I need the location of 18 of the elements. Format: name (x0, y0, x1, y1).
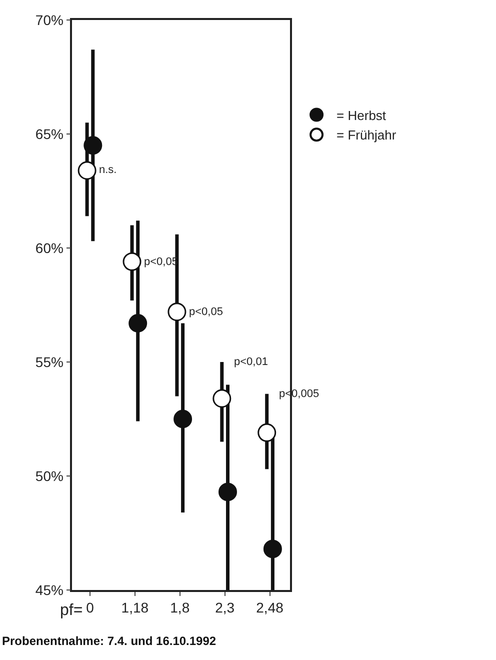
y-tick-label: 45% (35, 582, 64, 598)
x-tick-label: 1,18 (121, 600, 149, 616)
y-tick-label: 50% (35, 468, 64, 484)
legend-label: = Herbst (336, 108, 386, 123)
annotation: p<0,05 (189, 306, 223, 318)
annotation: p<0,01 (234, 356, 268, 368)
annotation: n.s. (99, 164, 117, 176)
x-axis-title: pf= (60, 602, 83, 619)
x-tick-label: 2,48 (256, 600, 284, 616)
y-tick-label: 65% (35, 126, 64, 142)
x-tick-label: 0 (86, 600, 94, 616)
text: Probenentnahme: 7.4. und 16.10.1992 (2, 634, 216, 648)
y-tick-label: 60% (35, 240, 64, 256)
y-tick-label: 70% (35, 12, 64, 28)
legend-label: = Frühjahr (336, 128, 397, 143)
x-tick-label: 1,8 (170, 600, 190, 616)
y-tick-label: 55% (35, 354, 64, 370)
x-tick-label: 2,3 (215, 600, 235, 616)
